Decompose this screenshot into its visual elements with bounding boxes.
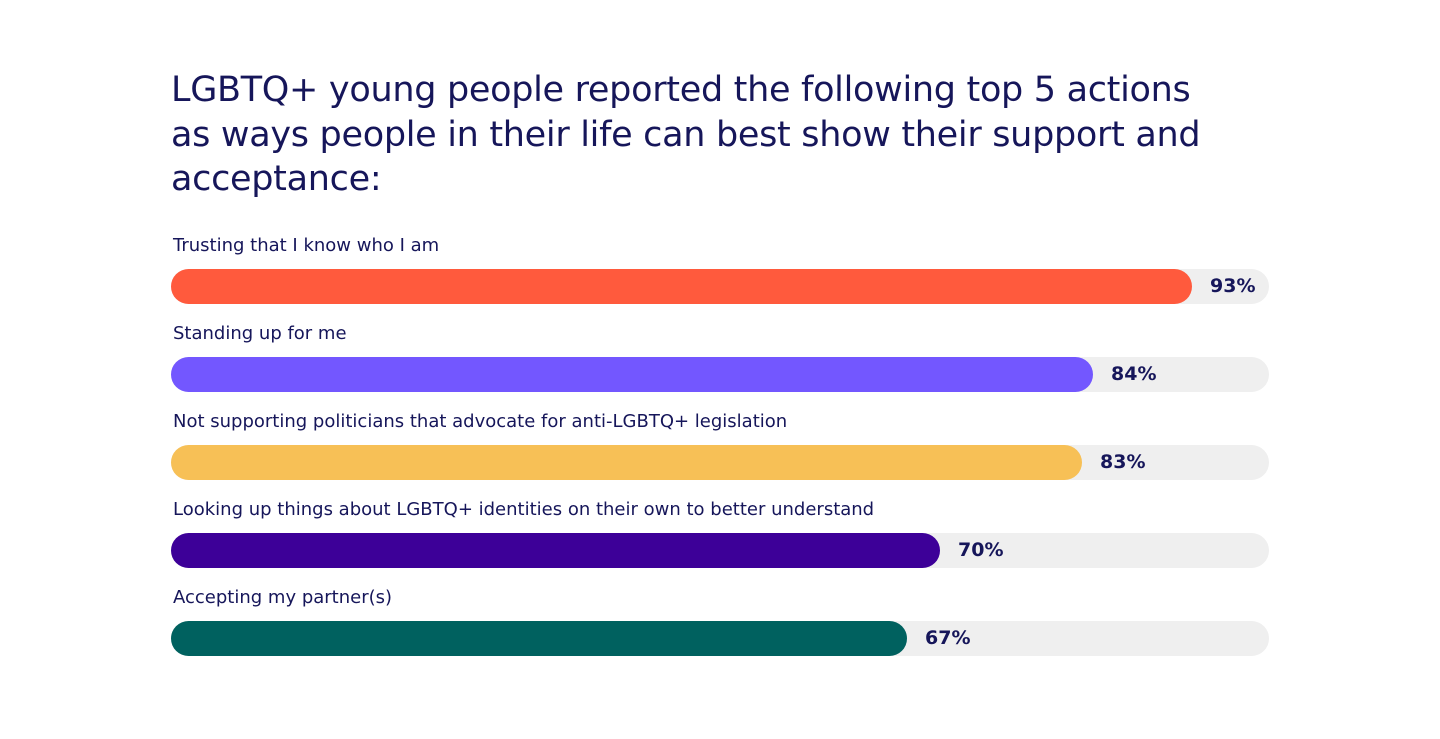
bar bbox=[171, 532, 940, 568]
bar-track: 83% bbox=[171, 444, 1269, 480]
bar-category-label: Trusting that I know who I am bbox=[173, 234, 440, 256]
bar-category-label: Accepting my partner(s) bbox=[173, 586, 393, 608]
bar bbox=[171, 620, 907, 656]
bar-track: 84% bbox=[171, 356, 1269, 392]
bar bbox=[171, 268, 1192, 304]
bar-row: Accepting my partner(s) 67% bbox=[171, 587, 1271, 675]
bar-value-label: 93% bbox=[1210, 274, 1256, 297]
bar-category-label: Looking up things about LGBTQ+ identitie… bbox=[173, 498, 875, 520]
bar-track: 67% bbox=[171, 620, 1269, 656]
bar-category-label: Standing up for me bbox=[173, 322, 347, 344]
bar-list: Trusting that I know who I am 93% Standing… bbox=[171, 235, 1271, 675]
bar-row: Looking up things about LGBTQ+ identitie… bbox=[171, 499, 1271, 587]
bar-value-label: 70% bbox=[958, 538, 1004, 561]
bar bbox=[171, 356, 1093, 392]
chart-title: LGBTQ+ young people reported the followi… bbox=[171, 70, 1201, 199]
bar-chart: LGBTQ+ young people reported the followi… bbox=[171, 68, 1271, 675]
bar-track: 70% bbox=[171, 532, 1269, 568]
bar-row: Standing up for me 84% bbox=[171, 323, 1271, 411]
bar-value-label: 84% bbox=[1111, 362, 1157, 385]
bar-value-label: 67% bbox=[925, 626, 971, 649]
bar-row: Trusting that I know who I am 93% bbox=[171, 235, 1271, 323]
bar-row: Not supporting politicians that advocate… bbox=[171, 411, 1271, 499]
bar-category-label: Not supporting politicians that advocate… bbox=[173, 410, 788, 432]
bar bbox=[171, 444, 1082, 480]
bar-track: 93% bbox=[171, 268, 1269, 304]
bar-value-label: 83% bbox=[1100, 450, 1146, 473]
